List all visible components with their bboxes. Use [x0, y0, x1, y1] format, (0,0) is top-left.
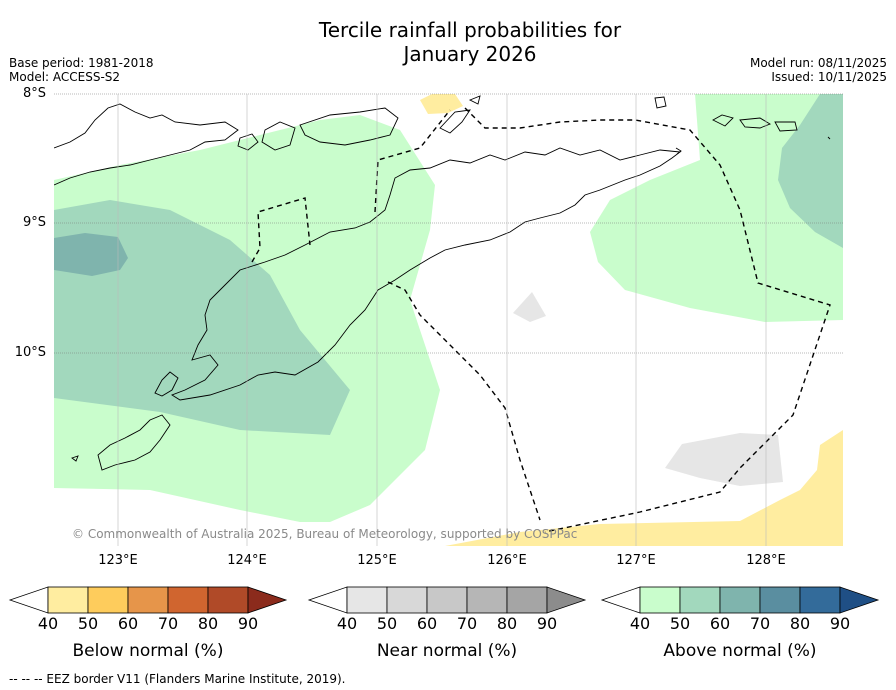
colorbar-near-bin-60 — [426, 586, 468, 614]
colorbar-below-bin-50 — [87, 586, 129, 614]
colorbar-above-bin-40 — [639, 586, 681, 614]
issued-date: Issued: 10/11/2025 — [771, 70, 887, 84]
colorbar-above-tick: 80 — [789, 614, 811, 633]
eez-border-south — [387, 281, 541, 521]
copyright-notice: © Commonwealth of Australia 2025, Bureau… — [72, 527, 578, 541]
colorbar-above-upper-extend — [839, 586, 880, 614]
colorbar-above-tick: 90 — [829, 614, 851, 633]
below-normal-40-patch-south — [445, 430, 843, 546]
colorbar-above-tick: 50 — [669, 614, 691, 633]
lon-label-125e: 125°E — [357, 553, 397, 568]
above-normal-60-region — [54, 233, 128, 276]
colorbar-below-tick: 90 — [237, 614, 259, 633]
colorbar-above-lower-extend — [600, 586, 641, 614]
model-run: Model run: 08/11/2025 — [749, 56, 887, 70]
alor-coastline — [299, 107, 399, 146]
wetar-north-coastline — [468, 95, 481, 105]
eez-border — [251, 107, 831, 533]
colorbar-below-lower-extend — [8, 586, 49, 614]
lon-label-124e: 124°E — [227, 553, 267, 568]
colorbar-near-bin-80 — [506, 586, 548, 614]
colorbar-near-upper-extend — [546, 586, 587, 614]
above-normal-40-region-east — [590, 94, 843, 322]
moa-coastline — [739, 117, 772, 129]
colorbar-below-tick: 70 — [157, 614, 179, 633]
eez-footer-note: -- -- -- EEZ border V11 (Flanders Marine… — [9, 672, 346, 686]
colorbar-below-tick: 80 — [197, 614, 219, 633]
lon-label-126e: 126°E — [487, 553, 527, 568]
colorbar-near-bin-40 — [346, 586, 388, 614]
model-name: Model: ACCESS-S2 — [9, 70, 121, 84]
colorbar-below-title: Below normal (%) — [72, 641, 224, 661]
colorbar-near-tick: 40 — [336, 614, 358, 633]
colorbar-below-tick: 60 — [117, 614, 139, 633]
colorbar-above-bin-50 — [679, 586, 721, 614]
colorbar-near-tick: 50 — [376, 614, 398, 633]
colorbar-above-tick: 40 — [629, 614, 651, 633]
colorbar-near-tick: 60 — [416, 614, 438, 633]
colorbar-below-bin-60 — [127, 586, 169, 614]
solor-coastline — [237, 133, 259, 151]
timor-coastline-east-tip — [675, 147, 682, 155]
near-normal-40-patch-2 — [665, 433, 783, 486]
map-title: Tercile rainfall probabilities for Janua… — [0, 18, 896, 66]
eez-border-north — [464, 107, 831, 533]
colorbar-above-tick: 60 — [709, 614, 731, 633]
colorbar-below-tick: 40 — [37, 614, 59, 633]
colorbar-near-title: Near normal (%) — [376, 641, 518, 661]
timor-coastline — [170, 147, 682, 401]
colorbar-below-upper-extend — [247, 586, 288, 614]
flores-coastline — [54, 103, 239, 186]
above-normal-50-region — [54, 200, 350, 435]
map-area — [54, 94, 843, 546]
pantar-coastline — [261, 121, 296, 151]
colorbar-below-bin-70 — [167, 586, 209, 614]
colorbar-above-title: Above normal (%) — [663, 641, 817, 661]
rote-coastline — [97, 414, 171, 471]
leti-coastline — [712, 114, 734, 127]
lon-label-128e: 128°E — [746, 553, 786, 568]
lat-label-9s: 9°S — [22, 215, 46, 230]
title-line-2: January 2026 — [403, 42, 537, 66]
colorbar-above-bin-60 — [719, 586, 761, 614]
wetar-coastline — [439, 109, 471, 134]
lon-label-123e: 123°E — [98, 553, 138, 568]
kisar-coastline — [654, 96, 667, 109]
colorbar-near-tick: 80 — [496, 614, 518, 633]
eez-border-oecusse — [251, 197, 311, 263]
colorbar-below-tick: 50 — [77, 614, 99, 633]
colorbar-below-bin-80 — [207, 586, 249, 614]
lon-label-127e: 127°E — [616, 553, 656, 568]
title-line-1: Tercile rainfall probabilities for — [318, 18, 622, 42]
colorbar-above-tick: 70 — [749, 614, 771, 633]
savu-coastline — [71, 455, 79, 462]
above-normal-50-region-east — [778, 94, 843, 248]
colorbars — [8, 586, 880, 614]
lat-label-8s: 8°S — [22, 86, 46, 101]
colorbar-near-tick: 70 — [456, 614, 478, 633]
meta-right: Model run: 08/11/2025 Issued: 10/11/2025 — [750, 56, 887, 84]
lat-label-10s: 10°S — [14, 345, 46, 360]
below-normal-40-patch-north — [420, 94, 463, 114]
colorbar-below-bin-40 — [47, 586, 89, 614]
colorbar-above-bin-80 — [799, 586, 841, 614]
coastlines — [54, 95, 831, 471]
colorbar-near-lower-extend — [307, 586, 348, 614]
base-period: Base period: 1981-2018 — [9, 56, 154, 70]
gridlines — [54, 93, 843, 546]
semau-coastline — [154, 371, 179, 397]
colorbar-near-tick: 90 — [536, 614, 558, 633]
colorbar-above-bin-70 — [759, 586, 801, 614]
colorbar-near-bin-50 — [386, 586, 428, 614]
colorbar-near-bin-70 — [466, 586, 508, 614]
eez-border-wetar-strait — [374, 109, 451, 213]
near-normal-40-patch-1 — [513, 292, 546, 322]
islet-east — [827, 136, 831, 140]
meta-left: Base period: 1981-2018 Model: ACCESS-S2 — [9, 56, 154, 84]
lakor-coastline — [774, 121, 798, 132]
